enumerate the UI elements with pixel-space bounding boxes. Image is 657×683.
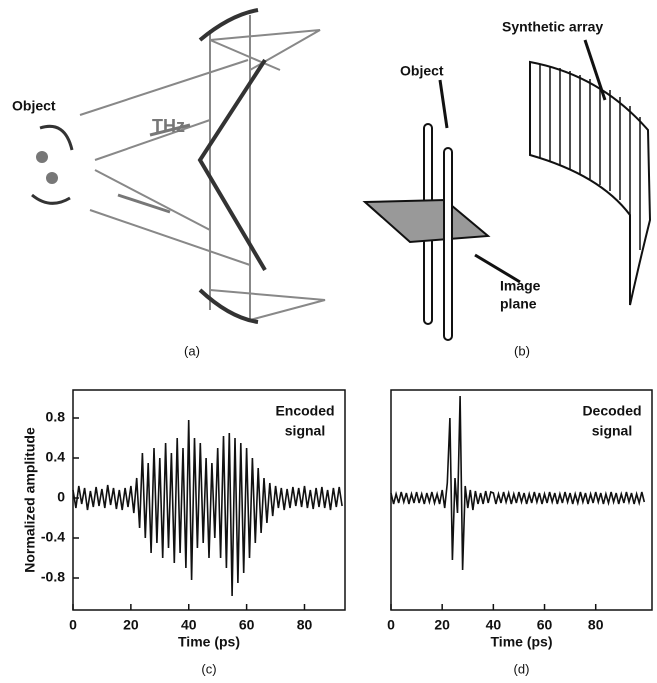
mirror: [198, 8, 259, 42]
x-tick-label: 80: [588, 617, 604, 633]
x-axis-label: Time (ps): [178, 634, 240, 650]
annotation: signal: [285, 423, 325, 439]
rotation-arrow: [39, 124, 74, 151]
panel-b: [362, 39, 652, 341]
arrow: [438, 79, 449, 129]
object-label: Object: [400, 63, 444, 79]
beam: [209, 29, 321, 71]
array-label: Synthetic array: [502, 19, 603, 35]
beam: [89, 209, 251, 266]
x-tick-label: 20: [434, 617, 450, 633]
annotation: Decoded: [582, 403, 641, 419]
rod: [443, 147, 453, 341]
beam: [94, 119, 211, 161]
x-tick-label: 80: [297, 617, 313, 633]
plane-label: plane: [500, 296, 537, 312]
object-label: Object: [12, 98, 56, 114]
signal: [390, 395, 646, 571]
mirror: [198, 288, 259, 324]
object-dot: [36, 151, 48, 163]
beam: [209, 289, 326, 321]
y-axis-label: Normalized amplitude: [22, 427, 38, 573]
x-axis-label: Time (ps): [491, 634, 553, 650]
caption: (b): [514, 343, 530, 358]
beam: [94, 169, 211, 231]
y-tick-label: 0.4: [46, 449, 66, 465]
annotation: signal: [592, 423, 632, 439]
x-tick-label: 0: [387, 617, 395, 633]
x-tick-label: 40: [181, 617, 197, 633]
image-plane: [362, 198, 491, 244]
arrow: [474, 253, 521, 284]
x-tick-label: 0: [69, 617, 77, 633]
object-dot: [46, 172, 58, 184]
arrow: [149, 123, 191, 137]
y-tick-label: 0.8: [46, 409, 66, 425]
x-tick-label: 60: [537, 617, 553, 633]
annotation: Encoded: [275, 403, 334, 419]
array-lines: [539, 64, 641, 250]
beam: [79, 59, 249, 116]
plane-label: Image: [500, 278, 541, 294]
y-tick-label: 0: [57, 489, 65, 505]
caption: (c): [201, 661, 216, 676]
y-tick-label: -0.4: [41, 529, 65, 545]
x-tick-label: 40: [486, 617, 502, 633]
mirror: [197, 58, 267, 272]
caption: (a): [184, 343, 200, 358]
rotation-arrow: [31, 193, 71, 205]
beam: [209, 39, 281, 71]
plot-frame: [72, 389, 346, 611]
signal: [72, 419, 343, 597]
arrow: [117, 193, 171, 214]
caption: (d): [514, 661, 530, 676]
beam-label: THz: [152, 116, 185, 136]
plot-frame: [390, 389, 653, 611]
panel-a: [31, 8, 326, 324]
x-tick-label: 60: [239, 617, 255, 633]
y-tick-label: -0.8: [41, 569, 65, 585]
x-tick-label: 20: [123, 617, 139, 633]
arrow: [583, 39, 607, 101]
